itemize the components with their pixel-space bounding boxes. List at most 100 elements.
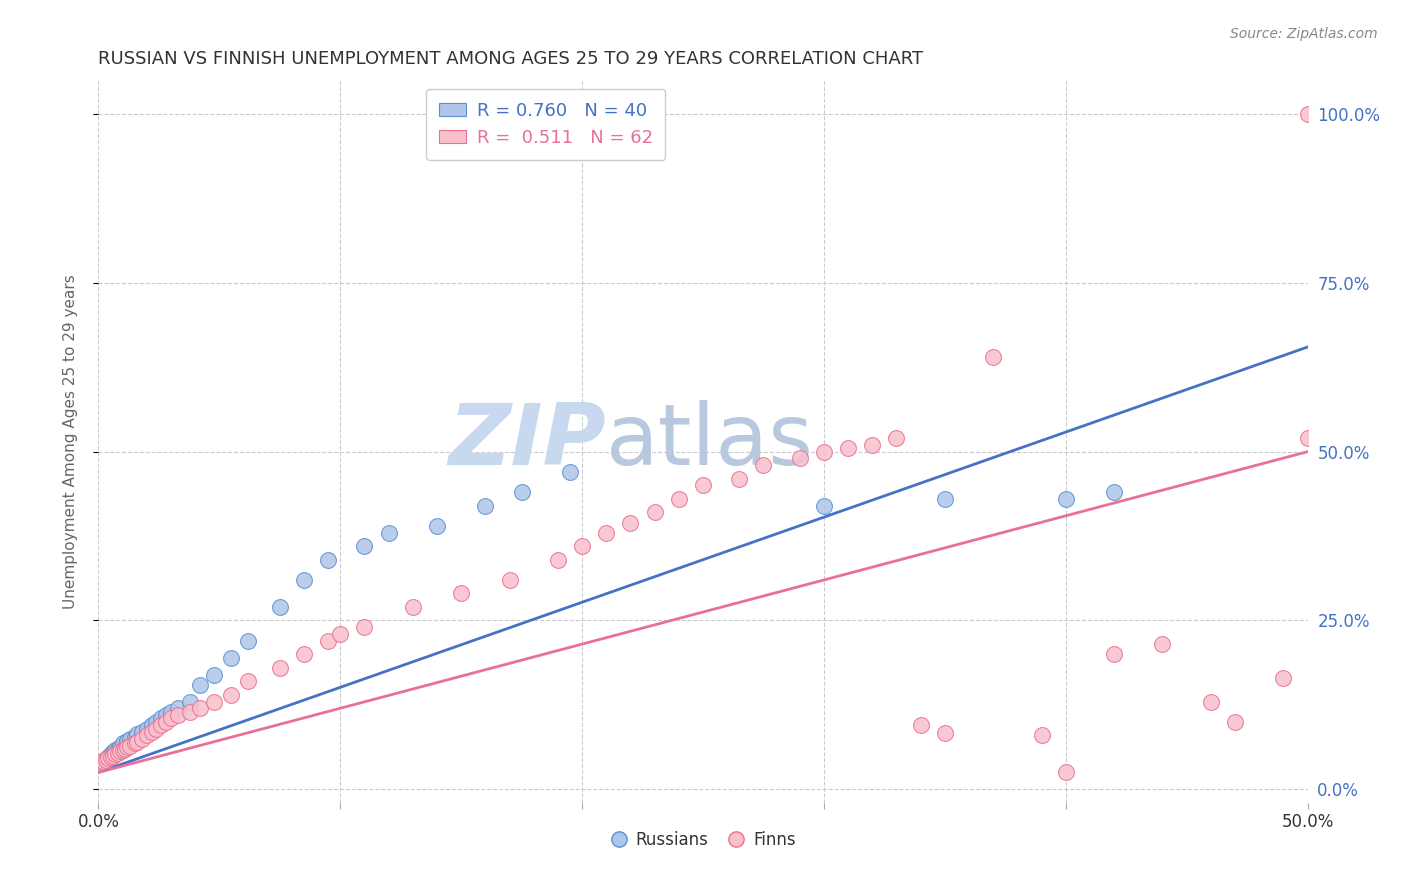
Point (135, 722, 157, 736)
Point (426, 519, 449, 533)
Point (160, 711, 183, 725)
Point (188, 701, 211, 715)
Point (547, 552, 569, 566)
Point (571, 539, 593, 553)
Point (150, 718, 173, 732)
Point (127, 735, 149, 749)
Point (135, 728, 157, 742)
Point (1054, 491, 1077, 506)
Point (117, 733, 139, 747)
Point (114, 741, 136, 756)
Text: RUSSIAN VS FINNISH UNEMPLOYMENT AMONG AGES 25 TO 29 YEARS CORRELATION CHART: RUSSIAN VS FINNISH UNEMPLOYMENT AMONG AG… (98, 50, 924, 68)
Point (238, 674, 260, 689)
Point (316, 552, 339, 566)
Point (353, 620, 375, 634)
Point (668, 491, 690, 506)
Legend: Russians, Finns: Russians, Finns (603, 824, 803, 856)
Point (934, 491, 956, 506)
Point (510, 485, 533, 500)
Point (141, 725, 163, 739)
Point (100, 750, 122, 764)
Point (1296, 431, 1319, 445)
Point (150, 711, 173, 725)
Point (167, 701, 190, 715)
Point (402, 599, 425, 614)
Point (104, 747, 127, 761)
Point (1272, 671, 1295, 685)
Point (269, 599, 291, 614)
Point (269, 661, 291, 675)
Point (377, 525, 399, 540)
Point (981, 350, 1004, 364)
Point (910, 718, 932, 732)
Point (813, 444, 835, 458)
Point (316, 633, 339, 648)
Point (1054, 765, 1077, 780)
Point (752, 458, 775, 472)
Point (179, 694, 201, 708)
Point (145, 714, 167, 729)
Point (1199, 694, 1222, 708)
Point (111, 743, 134, 757)
Point (1102, 485, 1125, 500)
Point (204, 694, 226, 708)
Point (789, 451, 811, 466)
Point (886, 431, 908, 445)
Point (179, 705, 201, 719)
Point (498, 573, 520, 587)
Point (188, 678, 211, 692)
Point (221, 650, 243, 665)
Point (595, 525, 617, 540)
Point (292, 573, 315, 587)
Point (124, 730, 146, 744)
Point (104, 743, 127, 757)
Point (1102, 647, 1125, 661)
Point (558, 465, 581, 479)
Text: atlas: atlas (606, 400, 814, 483)
Point (1152, 637, 1174, 651)
Text: ZIP: ZIP (449, 400, 606, 483)
Point (145, 722, 167, 736)
Y-axis label: Unemployment Among Ages 25 to 29 years: Unemployment Among Ages 25 to 29 years (63, 274, 77, 609)
Point (450, 586, 472, 600)
Point (1296, 107, 1319, 121)
Point (94, 753, 117, 767)
Point (131, 725, 153, 739)
Point (118, 731, 141, 746)
Point (813, 499, 835, 513)
Point (131, 731, 153, 746)
Point (167, 708, 190, 723)
Point (837, 442, 859, 456)
Point (124, 736, 146, 750)
Point (100, 747, 122, 761)
Point (94, 752, 117, 766)
Point (860, 438, 883, 452)
Point (97, 750, 120, 764)
Point (108, 739, 131, 754)
Point (221, 688, 243, 702)
Point (107, 741, 129, 756)
Point (160, 705, 183, 719)
Point (91, 756, 114, 770)
Point (97, 751, 120, 765)
Point (238, 633, 260, 648)
Point (1223, 714, 1246, 729)
Point (155, 714, 177, 729)
Point (108, 744, 131, 758)
Point (155, 708, 177, 723)
Point (1031, 728, 1053, 742)
Point (101, 745, 124, 759)
Point (101, 748, 124, 763)
Point (117, 740, 139, 755)
Point (644, 505, 666, 519)
Point (474, 499, 496, 513)
Point (111, 739, 134, 753)
Point (692, 478, 714, 492)
Point (353, 539, 375, 553)
Point (127, 727, 149, 741)
Text: Source: ZipAtlas.com: Source: ZipAtlas.com (1230, 27, 1378, 41)
Point (141, 718, 163, 732)
Point (619, 516, 641, 530)
Point (90, 756, 112, 770)
Point (329, 627, 352, 641)
